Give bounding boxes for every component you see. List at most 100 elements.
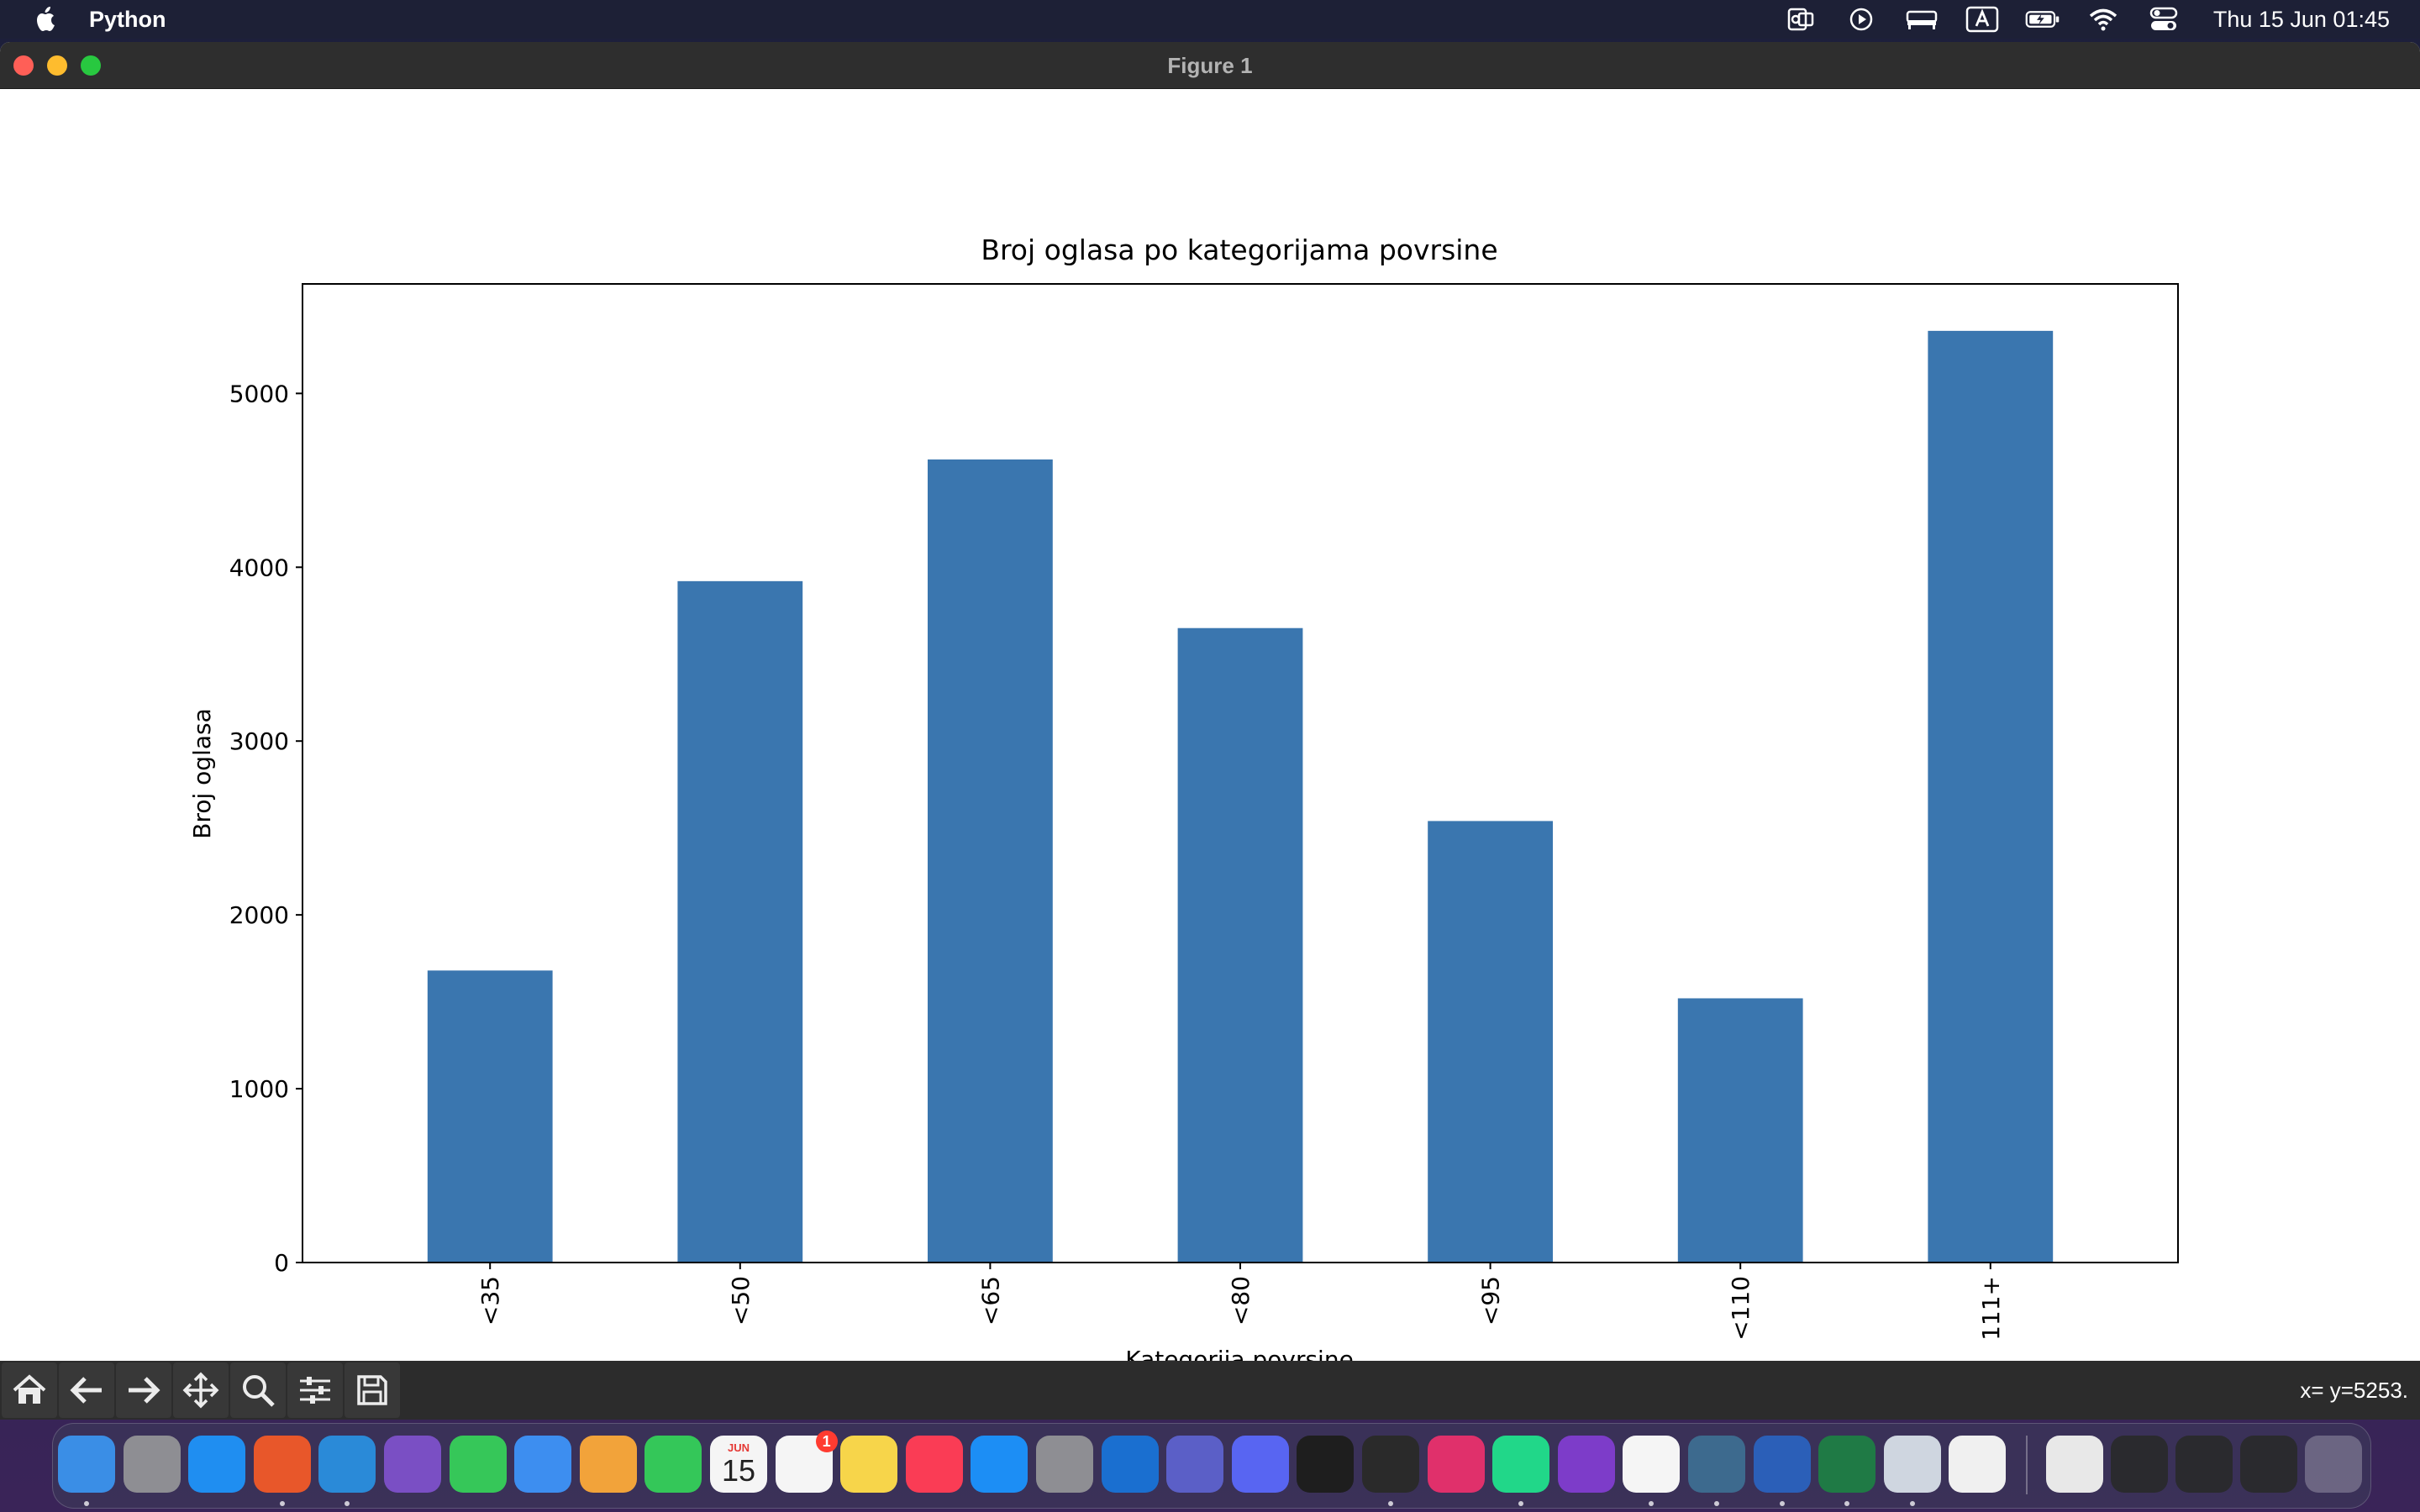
menu-bar-status-area: Thu 15 Jun 01:45 <box>1783 0 2390 39</box>
menu-bar-clock[interactable]: Thu 15 Jun 01:45 <box>2212 6 2390 32</box>
dock-separator <box>2026 1436 2028 1494</box>
battery-icon[interactable] <box>2025 5 2060 34</box>
dev-tools-icon[interactable] <box>1557 1436 1615 1493</box>
window-thumbnail-icon[interactable] <box>2111 1436 2168 1493</box>
calendar-month: JUN <box>727 1441 750 1454</box>
notification-badge: 1 <box>815 1431 838 1452</box>
save-icon[interactable] <box>345 1362 400 1418</box>
apple-menu-icon[interactable] <box>32 5 60 34</box>
window-thumbnail-icon[interactable] <box>2240 1436 2297 1493</box>
slack-icon[interactable] <box>1623 1436 1681 1493</box>
discord-icon[interactable] <box>1231 1436 1289 1493</box>
x-axis-label: Kategorija povrsine <box>1125 1346 1354 1361</box>
visual-studio-icon[interactable] <box>384 1436 441 1493</box>
cursor-coordinates: x= y=5253. <box>2300 1378 2408 1403</box>
window-thumbnail-icon[interactable] <box>2175 1436 2233 1493</box>
zoom-icon[interactable] <box>230 1362 286 1418</box>
forward-arrow-icon[interactable] <box>116 1362 171 1418</box>
running-indicator <box>1909 1501 1915 1506</box>
x-tick-label: <80 <box>1227 1276 1255 1326</box>
chart-title: Broj oglasa po kategorijama povrsine <box>981 234 1497 266</box>
dock: JUN 15 1 <box>52 1423 2371 1509</box>
figure-canvas[interactable]: Broj oglasa po kategorijama povrsine 0 10… <box>0 89 2420 1361</box>
firefox-icon[interactable] <box>253 1436 311 1493</box>
figure-window: Figure 1 Broj oglasa po kategorijama pov… <box>0 42 2420 1420</box>
mail-icon[interactable] <box>514 1436 572 1493</box>
running-indicator <box>1714 1501 1719 1506</box>
vscode-icon[interactable] <box>318 1436 376 1493</box>
teams-icon[interactable] <box>1166 1436 1224 1493</box>
running-indicator <box>1518 1501 1524 1506</box>
outlook-icon[interactable] <box>1783 5 1818 34</box>
running-indicator <box>84 1501 89 1506</box>
running-indicator <box>1779 1501 1785 1506</box>
y-tick-label: 4000 <box>229 554 289 581</box>
safari-icon[interactable] <box>188 1436 246 1493</box>
y-axis-label: Broj oglasa <box>188 708 216 839</box>
pan-icon[interactable] <box>173 1362 229 1418</box>
photos-icon[interactable] <box>579 1436 637 1493</box>
trash-icon[interactable] <box>2305 1436 2362 1493</box>
maximize-window-button[interactable] <box>81 55 101 76</box>
x-tick-label: <50 <box>727 1276 755 1326</box>
bed-icon[interactable] <box>1904 5 1939 34</box>
running-indicator <box>345 1501 350 1506</box>
running-indicator <box>1844 1501 1850 1506</box>
bar-2 <box>928 459 1053 1263</box>
running-indicator <box>279 1501 285 1506</box>
music-icon[interactable] <box>905 1436 963 1493</box>
y-tick-label: 2000 <box>229 901 289 929</box>
app-store-icon[interactable] <box>971 1436 1028 1493</box>
colors-icon[interactable] <box>1949 1436 2007 1493</box>
python-file-icon[interactable] <box>2046 1436 2103 1493</box>
system-settings-icon[interactable] <box>1036 1436 1093 1493</box>
outlook-icon[interactable] <box>1101 1436 1159 1493</box>
running-indicator <box>1649 1501 1655 1506</box>
play-icon[interactable] <box>1844 5 1879 34</box>
window-title-bar[interactable]: Figure 1 <box>0 42 2420 89</box>
bar-1 <box>677 580 803 1263</box>
preview-icon[interactable] <box>1883 1436 1941 1493</box>
menu-bar: Python Thu 15 Jun 01:45 <box>0 0 2420 39</box>
y-tick-label: 0 <box>274 1249 289 1277</box>
running-indicator <box>1388 1501 1393 1506</box>
home-icon[interactable] <box>2 1362 57 1418</box>
reminders-icon[interactable]: 1 <box>775 1431 838 1493</box>
window-title: Figure 1 <box>1167 53 1253 78</box>
close-window-button[interactable] <box>13 55 34 76</box>
control-center-icon[interactable] <box>2146 5 2181 34</box>
x-tick-label: 111+ <box>1977 1276 2005 1341</box>
bar-chart: Broj oglasa po kategorijama povrsine 0 10… <box>188 234 2179 1361</box>
y-tick-label: 1000 <box>229 1075 289 1103</box>
active-app-name[interactable]: Python <box>89 6 166 32</box>
back-arrow-icon[interactable] <box>59 1362 114 1418</box>
x-tick-label: <65 <box>976 1276 1004 1326</box>
terminal-icon[interactable] <box>1297 1436 1355 1493</box>
launchpad-icon[interactable] <box>123 1436 181 1493</box>
x-tick-label: <35 <box>476 1276 504 1326</box>
mysql-workbench-icon[interactable] <box>1688 1436 1745 1493</box>
bar-0 <box>427 970 553 1263</box>
minimize-window-button[interactable] <box>47 55 67 76</box>
messages-icon[interactable] <box>449 1436 507 1493</box>
calendar-icon[interactable]: JUN 15 <box>710 1436 767 1493</box>
intellij-icon[interactable] <box>1427 1436 1485 1493</box>
bars-layer <box>427 330 2054 1263</box>
pycharm-icon[interactable] <box>1492 1436 1550 1493</box>
notes-icon[interactable] <box>840 1436 898 1493</box>
activity-monitor-icon[interactable] <box>1362 1436 1419 1493</box>
bar-6 <box>1928 330 2054 1263</box>
bar-4 <box>1428 821 1553 1263</box>
y-tick-label: 3000 <box>229 727 289 755</box>
x-tick-label: <110 <box>1727 1276 1754 1341</box>
plot-frame <box>302 283 2179 1263</box>
finder-icon[interactable] <box>58 1436 115 1493</box>
configure-icon[interactable] <box>287 1362 343 1418</box>
word-icon[interactable] <box>1753 1436 1811 1493</box>
x-tick-label: <95 <box>1477 1276 1505 1326</box>
facetime-icon[interactable] <box>644 1436 702 1493</box>
wifi-icon[interactable] <box>2086 5 2121 34</box>
input-a-icon[interactable] <box>1965 5 2000 34</box>
excel-icon[interactable] <box>1818 1436 1876 1493</box>
calendar-day: 15 <box>721 1453 756 1488</box>
